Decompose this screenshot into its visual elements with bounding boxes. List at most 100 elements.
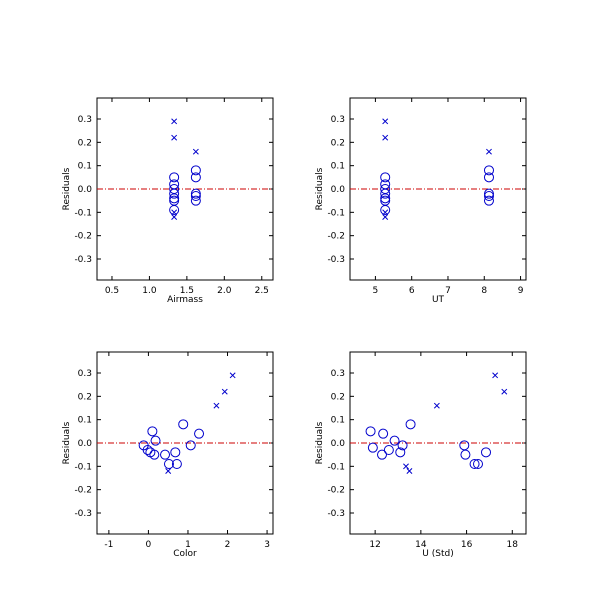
cross-marker bbox=[486, 148, 492, 155]
x-tick-label: 3 bbox=[264, 540, 270, 550]
circle-marker bbox=[460, 449, 471, 460]
circle-marker bbox=[169, 193, 180, 204]
circle-marker bbox=[473, 459, 483, 469]
circle-marker bbox=[367, 442, 378, 453]
cross-marker bbox=[229, 372, 236, 379]
circle-marker bbox=[377, 449, 387, 460]
cross-marker bbox=[382, 209, 389, 216]
cross-marker bbox=[171, 214, 178, 220]
y-tick-label: 0.2 bbox=[331, 392, 345, 402]
y-axis-label: Residuals bbox=[315, 167, 325, 210]
y-tick-label: -0.2 bbox=[327, 232, 345, 242]
cross-marker bbox=[192, 148, 199, 155]
y-tick-label: -0.1 bbox=[327, 462, 345, 472]
cross-marker bbox=[213, 402, 220, 409]
x-tick-label: 1.5 bbox=[180, 286, 194, 296]
circle-marker bbox=[380, 172, 391, 183]
circle-marker bbox=[365, 426, 376, 437]
y-tick-label: 0.0 bbox=[78, 185, 93, 195]
y-tick-label: -0.2 bbox=[327, 486, 345, 496]
chart-panel-4: -0.3 -0.2 -0.1 0.0 0.1 0.2 0.3 12 14 16 18 U (Std) R… bbox=[315, 351, 527, 559]
cross-marker bbox=[382, 134, 389, 141]
x-tick-label: 0.5 bbox=[105, 286, 119, 296]
circle-marker bbox=[190, 191, 201, 201]
x-tick-label: 18 bbox=[507, 540, 519, 550]
circle-marker bbox=[190, 172, 201, 183]
circle-marker bbox=[481, 447, 491, 458]
cross-marker bbox=[171, 118, 178, 125]
circle-marker bbox=[160, 449, 171, 460]
x-tick-label: 2.0 bbox=[217, 286, 232, 296]
circle-marker bbox=[147, 426, 158, 437]
y-tick-label: 0.2 bbox=[78, 392, 92, 402]
x-tick-label: 8 bbox=[481, 286, 487, 296]
x-tick-label: 1.0 bbox=[142, 286, 157, 296]
circle-marker bbox=[380, 193, 391, 204]
circle-marker bbox=[383, 445, 394, 455]
circle-marker bbox=[380, 188, 391, 199]
circle-marker bbox=[389, 435, 400, 446]
y-tick-label: 0.1 bbox=[78, 416, 92, 426]
y-tick-label: 0.3 bbox=[331, 115, 345, 125]
y-axis-label: Residuals bbox=[62, 421, 72, 464]
x-tick-label: 12 bbox=[369, 540, 380, 550]
x-tick-label: 1 bbox=[185, 540, 191, 550]
y-tick-label: 0.1 bbox=[331, 162, 345, 172]
y-tick-label: -0.2 bbox=[74, 486, 92, 496]
circle-marker bbox=[469, 459, 480, 469]
y-tick-label: -0.3 bbox=[74, 255, 92, 265]
circle-marker bbox=[190, 188, 201, 199]
x-tick-label: 0 bbox=[146, 540, 152, 550]
cross-marker bbox=[382, 214, 389, 220]
x-tick-label: 9 bbox=[518, 286, 524, 296]
y-tick-label: -0.1 bbox=[327, 208, 345, 218]
y-tick-label: 0.1 bbox=[331, 416, 345, 426]
x-axis-label: Color bbox=[173, 549, 197, 559]
circle-marker bbox=[185, 440, 196, 451]
x-axis-label: U (Std) bbox=[422, 549, 453, 559]
circle-marker bbox=[483, 165, 494, 176]
circle-marker bbox=[169, 195, 180, 206]
x-axis-label: Airmass bbox=[167, 295, 203, 305]
circle-marker bbox=[190, 165, 201, 176]
circle-marker bbox=[483, 195, 494, 206]
y-axis-label: Residuals bbox=[315, 421, 325, 464]
circle-marker bbox=[483, 188, 494, 199]
circle-marker bbox=[459, 440, 470, 451]
x-tick-label: 5 bbox=[373, 286, 379, 296]
circle-marker bbox=[142, 445, 153, 455]
y-tick-label: 0.0 bbox=[331, 185, 346, 195]
circle-marker bbox=[190, 195, 201, 206]
circle-marker bbox=[171, 459, 182, 469]
circle-marker bbox=[150, 435, 161, 446]
y-tick-label: -0.3 bbox=[327, 509, 345, 519]
circle-marker bbox=[194, 428, 205, 439]
cross-marker bbox=[171, 134, 178, 141]
circle-marker bbox=[405, 419, 416, 430]
chart-panel-1: -0.3 -0.2 -0.1 0.0 0.1 0.2 0.3 0.5 1.0 1.5 2.0 2.5 A… bbox=[62, 97, 274, 305]
circle-marker bbox=[397, 440, 408, 451]
circle-marker bbox=[483, 191, 494, 201]
y-tick-label: 0.3 bbox=[331, 369, 345, 379]
circle-marker bbox=[378, 428, 389, 439]
y-tick-label: 0.1 bbox=[78, 162, 92, 172]
y-tick-label: -0.3 bbox=[74, 509, 92, 519]
circle-marker bbox=[169, 172, 180, 183]
chart-panel-2: -0.3 -0.2 -0.1 0.0 0.1 0.2 0.3 5 6 7 8 9 UT Residuals bbox=[315, 97, 527, 305]
circle-marker bbox=[178, 419, 189, 430]
cross-marker bbox=[171, 209, 178, 216]
circle-marker bbox=[380, 205, 391, 215]
x-tick-label: -1 bbox=[104, 540, 113, 550]
circle-marker bbox=[169, 205, 180, 215]
cross-marker bbox=[382, 118, 389, 125]
x-tick-label: 16 bbox=[461, 540, 473, 550]
y-tick-label: 0.3 bbox=[78, 115, 92, 125]
circle-marker bbox=[169, 188, 180, 199]
y-tick-label: 0.3 bbox=[78, 369, 92, 379]
y-tick-label: -0.1 bbox=[74, 462, 92, 472]
y-tick-label: 0.0 bbox=[78, 439, 93, 449]
x-tick-label: 7 bbox=[445, 286, 451, 296]
y-tick-label: -0.3 bbox=[327, 255, 345, 265]
y-tick-label: 0.2 bbox=[331, 138, 345, 148]
